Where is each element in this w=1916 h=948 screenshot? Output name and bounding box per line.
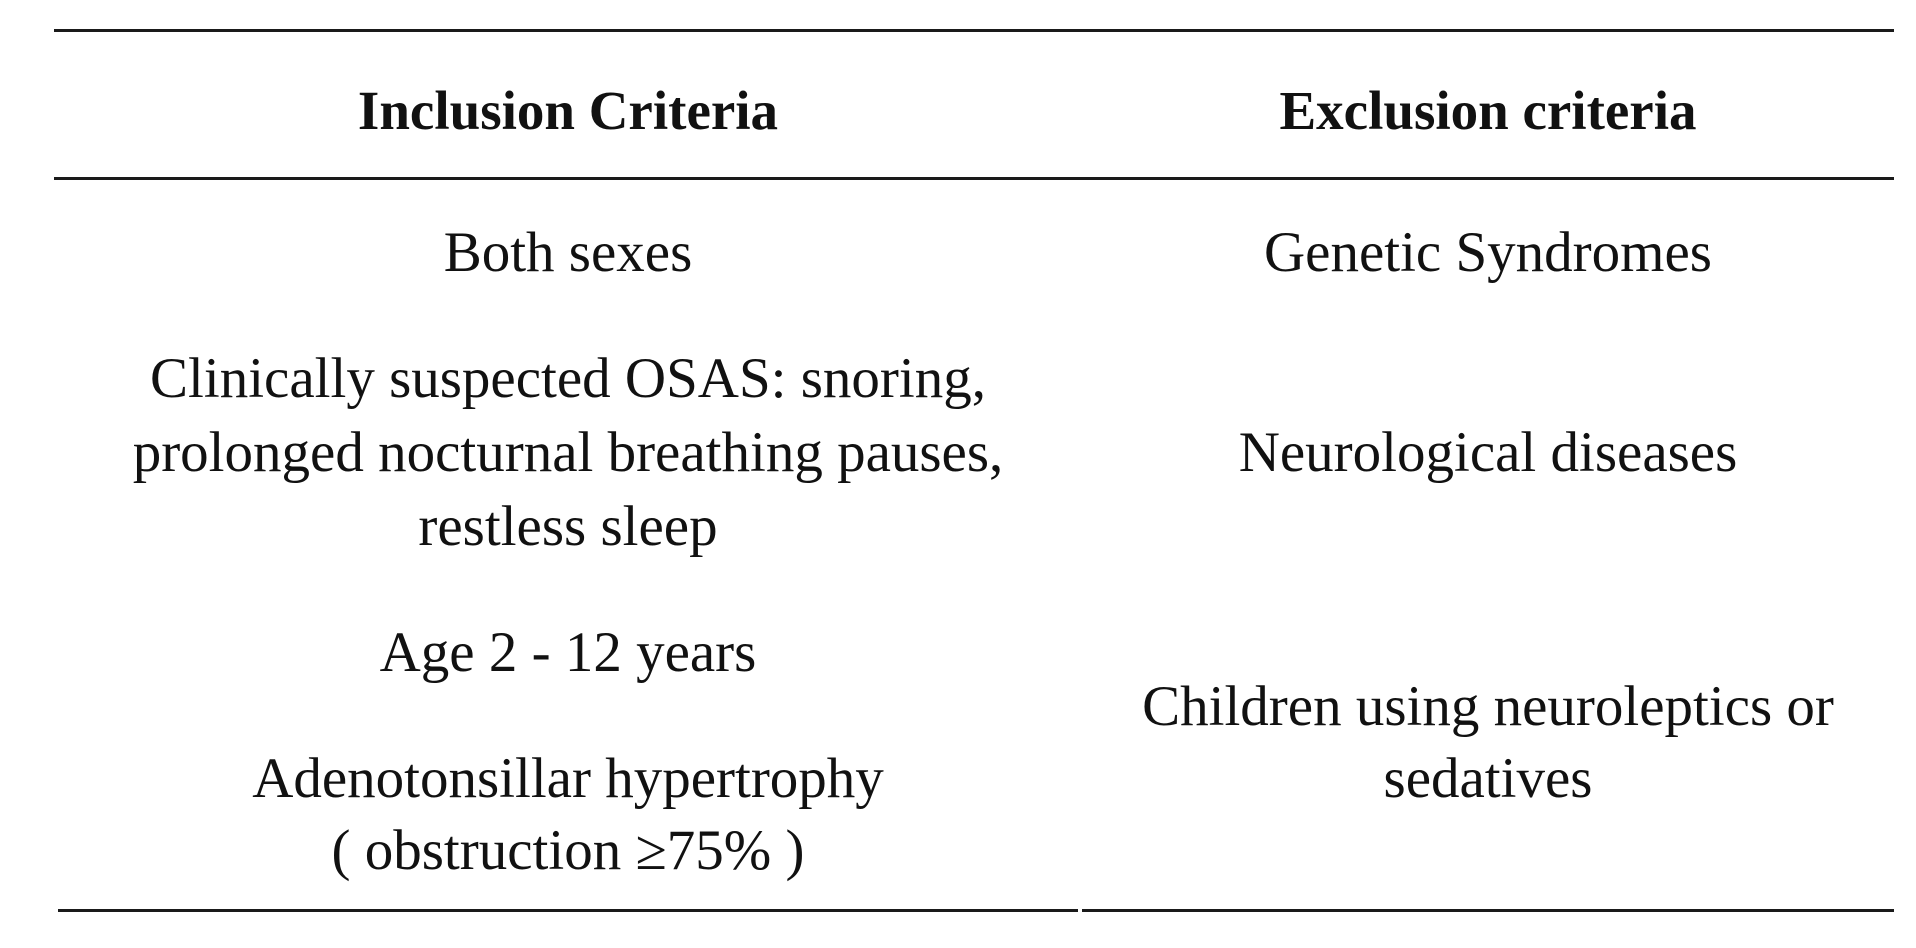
inclusion-item-osas-line-3: restless sleep: [418, 495, 718, 558]
inclusion-item-both-sexes: Both sexes: [443, 221, 693, 284]
exclusion-item-genetic-syndromes: Genetic Syndromes: [1264, 221, 1712, 284]
inclusion-item-age: Age 2 - 12 years: [379, 621, 757, 684]
bottom-rule-left: [58, 909, 1078, 912]
inclusion-item-osas-line-2: prolonged nocturnal breathing pauses,: [132, 421, 1004, 484]
bottom-rule-right: [1082, 909, 1894, 912]
exclusion-item-neuroleptics-line-1: Children using neuroleptics or: [1142, 675, 1834, 738]
inclusion-item-hypertrophy-line-2: ( obstruction ≥75% ): [331, 819, 805, 882]
header-exclusion-criteria: Exclusion criteria: [1279, 80, 1697, 141]
exclusion-item-neurological-diseases: Neurological diseases: [1238, 421, 1738, 484]
inclusion-item-hypertrophy-line-1: Adenotonsillar hypertrophy: [252, 747, 884, 810]
exclusion-item-neuroleptics-line-2: sedatives: [1383, 747, 1593, 810]
inclusion-item-osas-line-1: Clinically suspected OSAS: snoring,: [150, 347, 986, 410]
header-inclusion-criteria: Inclusion Criteria: [357, 80, 779, 141]
table-top-rule: [54, 29, 1894, 32]
header-rule: [54, 177, 1894, 180]
